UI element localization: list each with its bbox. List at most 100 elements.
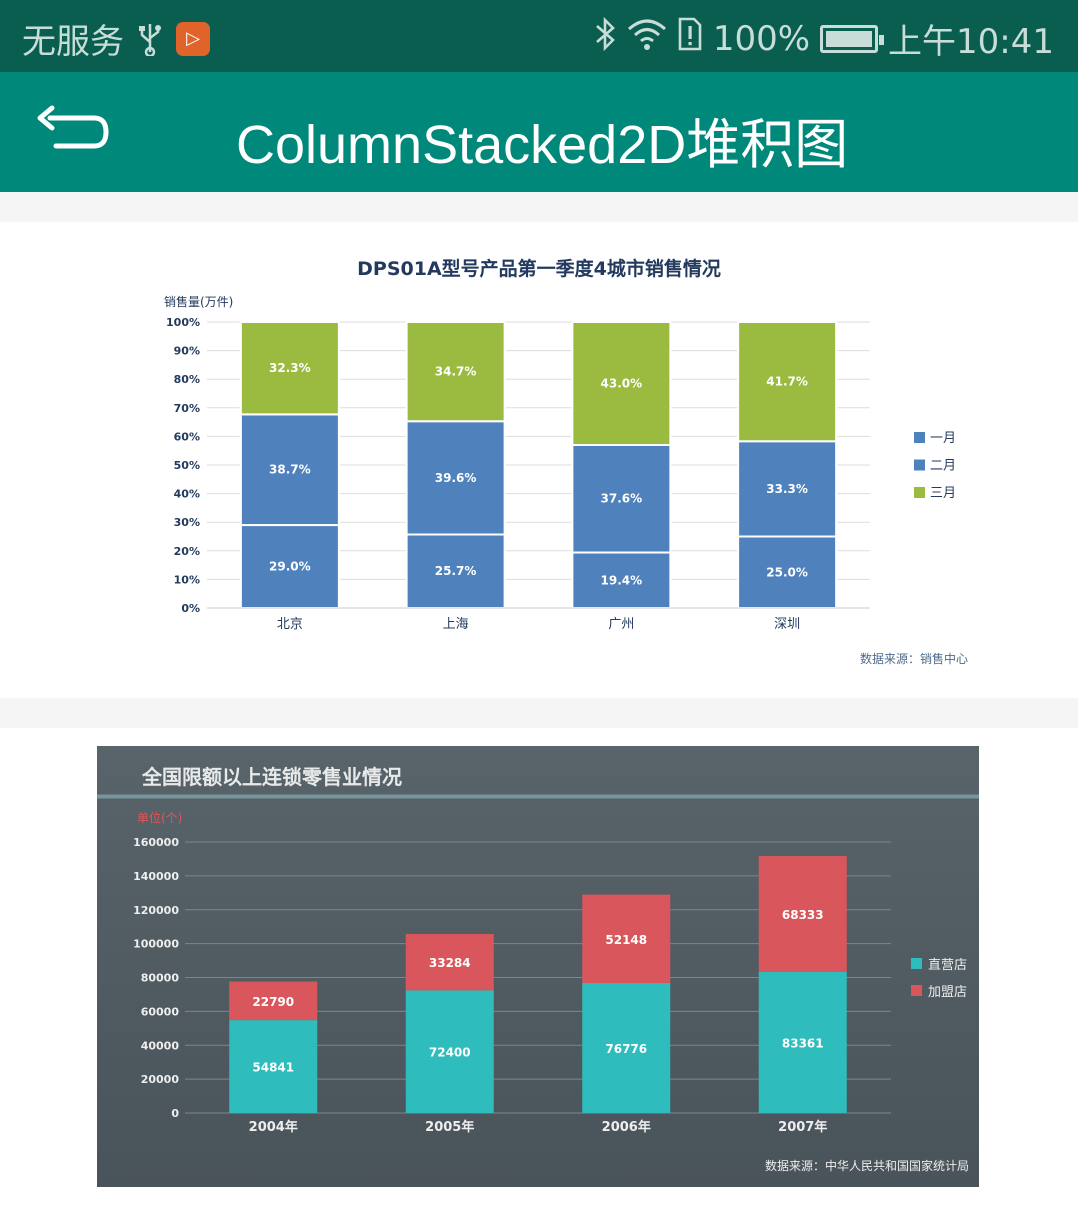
y-tick-label: 40000: [141, 1039, 180, 1052]
data-label: 38.7%: [269, 463, 311, 477]
y-tick-label: 20000: [141, 1073, 180, 1086]
data-label: 22790: [252, 995, 294, 1009]
data-label: 39.6%: [435, 471, 477, 485]
data-label: 32.3%: [269, 361, 311, 375]
data-label: 25.0%: [766, 565, 808, 579]
y-axis-label: 销售量(万件): [164, 294, 233, 309]
x-tick-label: 深圳: [774, 617, 800, 632]
bar-segment: [229, 981, 318, 1021]
y-tick-label: 100%: [166, 316, 200, 329]
chart-title: 全国限额以上连锁零售业情况: [141, 765, 402, 789]
y-tick-label: 100000: [133, 938, 179, 951]
legend-label: 一月: [930, 431, 956, 446]
data-label: 43.0%: [601, 376, 643, 390]
sim-alert-icon: [677, 17, 703, 60]
data-label: 33.3%: [766, 482, 808, 496]
chart-card-retail: 全国限额以上连锁零售业情况单位(个) 0 20000 40000 60000 80000 1…: [0, 728, 1078, 1218]
y-tick-label: 90%: [174, 345, 200, 358]
y-tick-label: 60%: [174, 430, 200, 443]
data-label: 37.6%: [601, 492, 643, 506]
data-label: 76776: [605, 1042, 647, 1056]
y-tick-label: 20%: [174, 545, 200, 558]
battery-percent: 100%: [712, 18, 811, 59]
x-tick-label: 北京: [277, 617, 303, 632]
y-tick-label: 80%: [174, 373, 200, 386]
legend-swatch: [914, 459, 925, 471]
data-label: 52148: [605, 933, 647, 947]
bar-segment: [239, 413, 340, 527]
y-tick-label: 40%: [174, 488, 200, 501]
bar-segment: [405, 420, 506, 536]
y-tick-label: 0: [171, 1107, 179, 1120]
data-label: 25.7%: [435, 564, 477, 578]
y-tick-label: 160000: [133, 836, 179, 849]
back-arrow-icon: [37, 105, 109, 149]
y-tick-label: 70%: [174, 402, 200, 415]
data-label: 29.0%: [269, 560, 311, 574]
y-axis-label: 单位(个): [137, 810, 182, 825]
legend-swatch: [911, 958, 922, 969]
status-left: 无服务 ▷: [22, 14, 210, 63]
legend-label: 三月: [930, 486, 956, 501]
bar-segment: [737, 440, 838, 538]
clock: 上午10:41: [888, 22, 1054, 62]
x-tick-label: 2005年: [425, 1119, 474, 1135]
wifi-icon: [627, 17, 667, 60]
y-tick-label: 140000: [133, 870, 179, 883]
bar-segment: [405, 990, 494, 1113]
data-label: 72400: [429, 1046, 471, 1060]
x-tick-label: 广州: [608, 617, 634, 632]
x-tick-label: 上海: [443, 617, 469, 632]
bar-segment: [239, 524, 340, 609]
bar-segment: [229, 1020, 318, 1113]
bar-segment: [582, 894, 671, 983]
legend-label: 直营店: [928, 958, 967, 973]
x-tick-label: 2006年: [602, 1119, 651, 1135]
usb-icon: [138, 22, 162, 57]
data-label: 34.7%: [435, 365, 477, 379]
bar-segment: [758, 971, 847, 1113]
data-label: 33284: [429, 956, 471, 970]
data-label: 19.4%: [601, 573, 643, 587]
status-right: 100% 上午10:41: [593, 14, 1054, 63]
legend-swatch: [914, 487, 925, 498]
battery-icon: [820, 24, 885, 53]
bar-segment: [582, 982, 671, 1113]
chart-retail-background: 全国限额以上连锁零售业情况单位(个) 0 20000 40000 60000 80000 1…: [97, 746, 979, 1187]
bar-segment: [571, 321, 672, 446]
legend-swatch: [914, 432, 925, 443]
app-bar: ColumnStacked2D堆积图: [0, 72, 1078, 192]
back-button[interactable]: [36, 102, 112, 162]
data-label: 68333: [782, 908, 824, 922]
data-label: 83361: [782, 1036, 824, 1050]
bar-segment: [737, 535, 838, 609]
bar-segment: [239, 321, 340, 416]
source-note: 数据来源：销售中心: [860, 651, 968, 666]
chart-card-sales: DPS01A型号产品第一季度4城市销售情况 销售量(万件) 0% 10% 20% 30% 4…: [0, 222, 1078, 698]
status-bar: 无服务 ▷ 100% 上午10:41: [0, 0, 1078, 72]
bar-segment: [405, 533, 506, 609]
bar-segment: [737, 321, 838, 443]
data-label: 41.7%: [766, 375, 808, 389]
x-tick-label: 2004年: [249, 1119, 298, 1135]
bar-segment: [405, 933, 494, 991]
y-tick-label: 60000: [141, 1005, 180, 1018]
bar-segment: [758, 856, 847, 972]
x-tick-label: 2007年: [778, 1119, 827, 1135]
page-title: ColumnStacked2D堆积图: [236, 115, 849, 175]
legend-label: 加盟店: [928, 985, 967, 1000]
y-tick-label: 30%: [174, 516, 200, 529]
source-note: 数据来源：中华人民共和国国家统计局: [765, 1158, 969, 1173]
legend-swatch: [911, 985, 922, 996]
y-tick-label: 50%: [174, 459, 200, 472]
y-tick-label: 120000: [133, 904, 179, 917]
legend-label: 二月: [930, 459, 956, 474]
chart-title: DPS01A型号产品第一季度4城市销售情况: [357, 257, 721, 280]
data-label: 54841: [252, 1061, 294, 1075]
app-icon: ▷: [176, 21, 210, 56]
y-tick-label: 80000: [141, 972, 180, 985]
y-tick-label: 10%: [174, 573, 200, 586]
bluetooth-icon: [593, 16, 617, 61]
